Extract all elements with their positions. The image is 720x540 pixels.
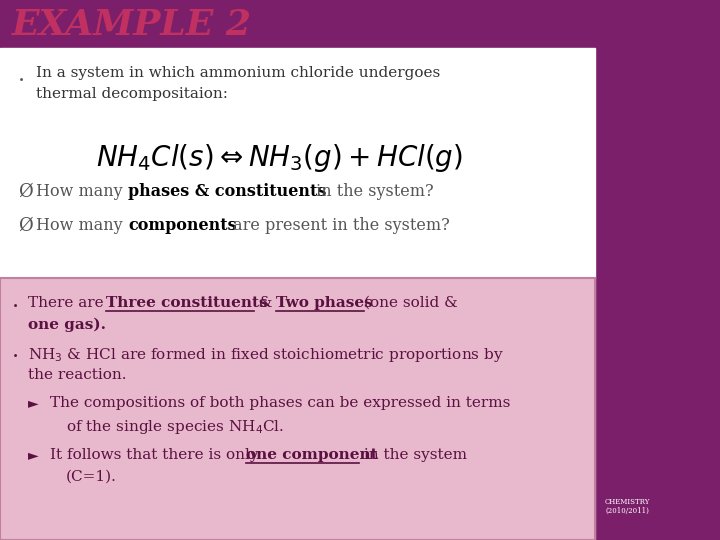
Text: Ø: Ø <box>18 183 32 201</box>
Text: &: & <box>254 296 277 310</box>
Text: (one solid &: (one solid & <box>364 296 458 310</box>
Text: In a system in which ammonium chloride undergoes
thermal decompositaion:: In a system in which ammonium chloride u… <box>36 66 440 100</box>
Text: in the system: in the system <box>359 448 467 462</box>
Text: ►: ► <box>28 396 39 410</box>
Bar <box>0 278 595 540</box>
Text: ·: · <box>12 346 19 368</box>
Text: There are: There are <box>28 296 109 310</box>
Text: CHEMISTRY
(2010/2011): CHEMISTRY (2010/2011) <box>605 498 650 515</box>
Text: in the system?: in the system? <box>311 184 433 200</box>
Text: ·: · <box>18 70 25 92</box>
Text: NH$_3$ & HCl are formed in fixed stoichiometric proportions by: NH$_3$ & HCl are formed in fixed stoichi… <box>28 346 504 364</box>
Text: phases & constituents: phases & constituents <box>128 184 326 200</box>
Text: ►: ► <box>28 448 39 462</box>
Bar <box>595 0 720 540</box>
Bar <box>0 48 595 278</box>
Text: It follows that there is only: It follows that there is only <box>50 448 264 462</box>
Text: Two phases: Two phases <box>276 296 378 310</box>
Text: The compositions of both phases can be expressed in terms: The compositions of both phases can be e… <box>50 396 510 410</box>
Text: are present in the system?: are present in the system? <box>228 218 450 234</box>
Text: one gas).: one gas). <box>28 318 106 333</box>
Text: ·: · <box>12 296 19 318</box>
Text: Ø: Ø <box>18 217 32 235</box>
Text: of the single species NH$_4$Cl.: of the single species NH$_4$Cl. <box>66 418 284 436</box>
Text: Three constituents: Three constituents <box>106 296 268 310</box>
Text: the reaction.: the reaction. <box>28 368 127 382</box>
Text: How many: How many <box>36 218 127 234</box>
Text: one component: one component <box>246 448 377 462</box>
Text: (C=1).: (C=1). <box>66 470 117 484</box>
Text: $\mathit{NH_4Cl(s)} \Leftrightarrow \mathit{NH_3(g)} + \mathit{HCl(g)}$: $\mathit{NH_4Cl(s)} \Leftrightarrow \mat… <box>96 142 463 174</box>
Bar <box>0 278 595 540</box>
Text: How many: How many <box>36 184 127 200</box>
Bar <box>0 0 595 48</box>
Text: EXAMPLE 2: EXAMPLE 2 <box>12 8 252 42</box>
Text: components: components <box>128 218 237 234</box>
